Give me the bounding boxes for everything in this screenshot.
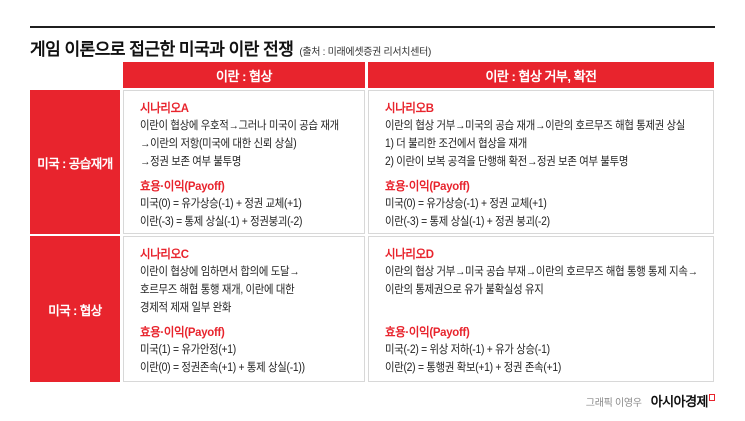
payoff-line-iran: 이란(0) = 정권존속(+1) + 통제 상실(-1))	[140, 362, 305, 374]
top-rule	[30, 26, 715, 28]
description-line: 경제적 제재 일부 완화	[140, 302, 232, 314]
description-line: →정권 보존 여부 불투명	[140, 156, 242, 168]
scenario-d-title: 시나리오D	[385, 247, 434, 261]
scenario-c-cell: 시나리오C 이란이 협상에 임하면서 합의에 도달→ 호르무즈 해협 통행 재개…	[123, 236, 365, 382]
row-header-us-negotiation: 미국 : 협상	[30, 236, 120, 382]
description-line: 이란이 협상에 우호적→그러나 미국이 공습 재개	[140, 120, 339, 132]
scenario-a-cell: 시나리오A 이란이 협상에 우호적→그러나 미국이 공습 재개 →이란의 저항(…	[123, 90, 365, 234]
payoff-matrix-table: 이란 : 협상 이란 : 협상 거부, 확전 미국 : 공습재개 시나리오A 이…	[30, 62, 714, 382]
scenario-d-cell: 시나리오D 이란의 협상 거부→미국 공습 부재→이란의 호르무즈 해협 통행 …	[368, 236, 714, 382]
title-bar: 게임 이론으로 접근한 미국과 이란 전쟁 (출처 : 미래에셋증권 리서치센터…	[30, 35, 720, 60]
scenario-c-payoff-title: 효용·이익(Payoff)	[140, 325, 225, 339]
brand-logo: 아시아경제	[651, 391, 715, 410]
col-header-iran-refusal: 이란 : 협상 거부, 확전	[368, 62, 714, 88]
source-label: (출처 : 미래에셋증권 리서치센터)	[299, 47, 432, 58]
scenario-d-payoff-title: 효용·이익(Payoff)	[385, 325, 470, 339]
description-line: 이란의 협상 거부→미국의 공습 재개→이란의 호르무즈 해협 통제권 상실	[385, 120, 686, 132]
description-line: →이란의 저항(미국에 대한 신뢰 상실)	[140, 138, 297, 150]
payoff-line-iran: 이란(-3) = 통제 상실(-1) + 정권붕괴(-2)	[140, 216, 303, 228]
description-line: 이란의 통제권으로 유가 불확실성 유지	[385, 284, 544, 296]
scenario-b-description: 이란의 협상 거부→미국의 공습 재개→이란의 호르무즈 해협 통제권 상실 1…	[385, 117, 707, 171]
scenario-a-description: 이란이 협상에 우호적→그러나 미국이 공습 재개 →이란의 저항(미국에 대한…	[140, 117, 358, 171]
row-header-us-airstrike: 미국 : 공습재개	[30, 90, 120, 234]
description-line: 이란의 협상 거부→미국 공습 부재→이란의 호르무즈 해협 통행 통제 지속→	[385, 266, 698, 278]
scenario-b-cell: 시나리오B 이란의 협상 거부→미국의 공습 재개→이란의 호르무즈 해협 통제…	[368, 90, 714, 234]
credit-line: 그래픽 이영우 아시아경제	[586, 391, 715, 410]
brand-mark-icon	[709, 393, 715, 401]
scenario-c-title: 시나리오C	[140, 247, 189, 261]
payoff-line-us: 미국(1) = 유가안정(+1)	[140, 344, 236, 356]
description-line: 1) 더 불리한 조건에서 협상을 재개	[385, 138, 527, 150]
graphic-credit: 그래픽 이영우	[585, 398, 642, 409]
payoff-line-us: 미국(-2) = 위상 저하(-1) + 유가 상승(-1)	[385, 344, 550, 356]
corner-cell	[30, 62, 120, 88]
description-line: 호르무즈 해협 통행 재개, 이란에 대한	[140, 284, 295, 296]
scenario-d-description: 이란의 협상 거부→미국 공습 부재→이란의 호르무즈 해협 통행 통제 지속→…	[385, 263, 707, 317]
scenario-b-title: 시나리오B	[385, 101, 434, 115]
scenario-a-payoff-title: 효용·이익(Payoff)	[140, 179, 225, 193]
payoff-line-iran: 이란(2) = 통행권 확보(+1) + 정권 존속(+1)	[385, 362, 562, 374]
payoff-line-us: 미국(0) = 유가상승(-1) + 정권 교체(+1)	[140, 198, 302, 210]
page-title: 게임 이론으로 접근한 미국과 이란 전쟁	[30, 40, 294, 59]
scenario-a-title: 시나리오A	[140, 101, 189, 115]
brand-logo-text: 아시아경제	[650, 394, 709, 409]
description-line: 이란이 협상에 임하면서 합의에 도달→	[140, 266, 300, 278]
description-line: 2) 이란이 보복 공격을 단행해 확전→정권 보존 여부 불투명	[385, 156, 629, 168]
payoff-line-us: 미국(0) = 유가상승(-1) + 정권 교체(+1)	[385, 198, 547, 210]
col-header-iran-negotiation: 이란 : 협상	[123, 62, 365, 88]
payoff-line-iran: 이란(-3) = 통제 상실(-1) + 정권 붕괴(-2)	[385, 216, 550, 228]
scenario-c-description: 이란이 협상에 임하면서 합의에 도달→ 호르무즈 해협 통행 재개, 이란에 …	[140, 263, 358, 317]
scenario-b-payoff-title: 효용·이익(Payoff)	[385, 179, 470, 193]
